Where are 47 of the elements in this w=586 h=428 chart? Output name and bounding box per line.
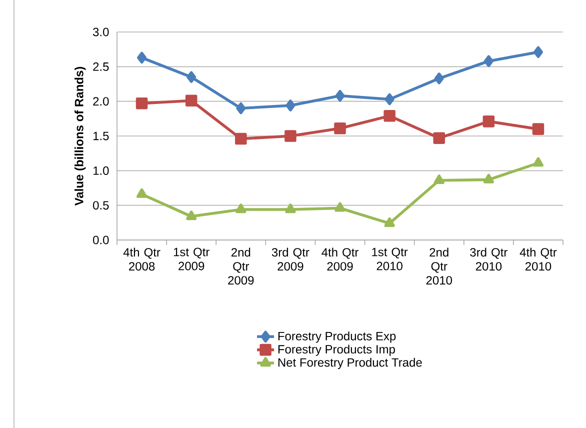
point bbox=[434, 72, 444, 84]
point bbox=[186, 71, 196, 83]
point bbox=[433, 132, 445, 144]
x-tick-label: 4th Qtr 2009 bbox=[322, 248, 358, 271]
point bbox=[285, 204, 296, 214]
x-tick-label: 4th Qtr 2008 bbox=[123, 248, 160, 271]
y-tick-label: 2.5 bbox=[93, 62, 109, 71]
point bbox=[235, 132, 247, 145]
y-tick-label: 1.0 bbox=[93, 166, 109, 175]
legend-label: Net Forestry Product Trade bbox=[278, 358, 422, 370]
y-tick-label: 3.0 bbox=[93, 28, 109, 36]
point bbox=[284, 130, 296, 142]
legend-label: Forestry Products Imp bbox=[278, 344, 395, 356]
point bbox=[533, 46, 543, 58]
point bbox=[484, 55, 494, 67]
point bbox=[236, 102, 246, 114]
point bbox=[137, 52, 147, 64]
x-tick-label: 1st Qtr 2009 bbox=[174, 248, 210, 270]
y-tick-label: 2.0 bbox=[93, 97, 109, 106]
x-tick-label: 2nd Qtr 2010 bbox=[426, 248, 452, 285]
point bbox=[186, 210, 197, 220]
point bbox=[384, 110, 396, 122]
y-tick-label: 0.0 bbox=[93, 236, 109, 244]
point bbox=[384, 217, 395, 227]
point bbox=[334, 122, 346, 134]
point bbox=[334, 202, 346, 212]
point bbox=[286, 100, 296, 112]
point bbox=[532, 157, 544, 167]
point bbox=[335, 90, 345, 102]
x-tick-label: 3rd Qtr 2009 bbox=[272, 248, 310, 271]
point bbox=[384, 93, 394, 106]
x-tick-label: 2nd Qtr 2009 bbox=[228, 248, 254, 285]
y-tick-label: 0.5 bbox=[93, 201, 109, 210]
x-tick-label: 3rd Qtr 2010 bbox=[470, 248, 508, 271]
x-tick-label: 1st Qtr 2010 bbox=[372, 248, 408, 270]
legend-label: Forestry Products Exp bbox=[278, 332, 396, 343]
point bbox=[136, 188, 148, 198]
x-tick-label: 4th Qtr 2010 bbox=[520, 248, 557, 271]
point bbox=[483, 174, 494, 184]
point bbox=[136, 98, 148, 110]
y-axis-title: Value (billions of Rands) bbox=[74, 66, 86, 206]
point bbox=[236, 204, 246, 214]
y-tick-label: 1.5 bbox=[93, 132, 109, 140]
point bbox=[185, 94, 198, 107]
point bbox=[434, 174, 444, 184]
point bbox=[532, 123, 544, 135]
point bbox=[482, 116, 495, 128]
